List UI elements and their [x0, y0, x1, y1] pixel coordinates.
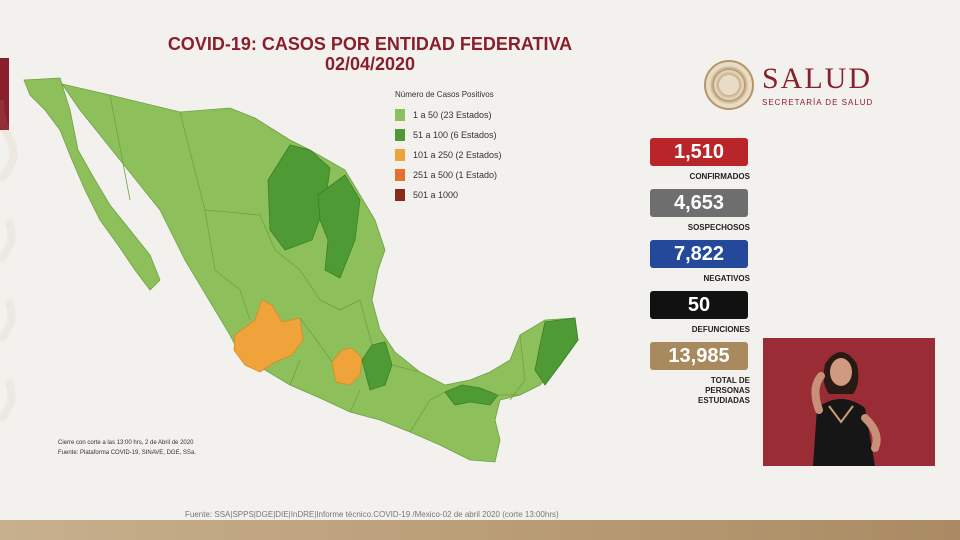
notes: Cierre con corte a las 13:00 hrs, 2 de A… — [58, 438, 196, 458]
map-legend: Número de Casos Positivos 1 a 50 (23 Est… — [395, 90, 502, 205]
stat-negativos-value: 7,822 — [650, 240, 748, 268]
stat-sospechosos-value: 4,653 — [650, 189, 748, 217]
legend-swatch — [395, 129, 405, 141]
legend-label: 51 a 100 (6 Estados) — [413, 130, 497, 140]
logo-name: SALUD — [762, 62, 873, 95]
stat-total-value: 13,985 — [650, 342, 748, 370]
state-quintana-roo — [534, 317, 579, 386]
mexico-mainland — [61, 83, 579, 463]
bottom-bar — [0, 520, 960, 540]
stats-panel: 1,510 CONFIRMADOS 4,653 SOSPECHOSOS 7,82… — [650, 138, 750, 413]
legend-item: 251 a 500 (1 Estado) — [395, 165, 502, 185]
legend-swatch — [395, 109, 405, 121]
legend-label: 251 a 500 (1 Estado) — [413, 170, 498, 180]
legend-item: 1 a 50 (23 Estados) — [395, 105, 502, 125]
legend-item: 101 a 250 (2 Estados) — [395, 145, 502, 165]
legend-item: 501 a 1000 — [395, 185, 502, 205]
stat-confirmados-value: 1,510 — [650, 138, 748, 166]
stat-defunciones-label: DEFUNCIONES — [691, 325, 750, 334]
legend-label: 501 a 1000 — [413, 190, 459, 200]
state-nuevo-leon — [317, 174, 361, 279]
stat-negativos-label: NEGATIVOS — [703, 274, 750, 283]
legend-swatch — [395, 189, 405, 201]
national-seal-icon — [704, 60, 754, 110]
legend-swatch — [395, 169, 405, 181]
legend-label: 1 a 50 (23 Estados) — [413, 110, 492, 120]
notes-source: Fuente: Plataforma COVID-19, SINAVE, DGE… — [58, 450, 196, 456]
state-jalisco — [233, 299, 304, 373]
stat-total-label: TOTAL DE PERSONAS ESTUDIADAS — [697, 376, 750, 405]
notes-cutoff: Cierre con corte a las 13:00 hrs, 2 de A… — [58, 440, 194, 446]
interpreter-figure-icon — [811, 352, 881, 466]
stat-sospechosos-label: SOSPECHOSOS — [687, 223, 750, 232]
legend-title: Número de Casos Positivos — [395, 90, 494, 99]
stat-defunciones-value: 50 — [650, 291, 748, 319]
state-tabasco — [444, 384, 499, 406]
page-title: COVID-19: CASOS POR ENTIDAD FEDERATIVA 0… — [100, 34, 640, 74]
sign-language-interpreter-video — [763, 338, 935, 466]
salud-logo: SALUD SECRETARÍA DE SALUD — [704, 60, 894, 116]
state-puebla — [331, 347, 363, 386]
stat-confirmados-label: CONFIRMADOS — [689, 172, 750, 181]
logo-subtitle: SECRETARÍA DE SALUD — [762, 98, 874, 107]
legend-item: 51 a 100 (6 Estados) — [395, 125, 502, 145]
left-accent-bar — [0, 58, 9, 130]
legend-label: 101 a 250 (2 Estados) — [413, 150, 502, 160]
state-baja-california — [23, 77, 161, 291]
legend-swatch — [395, 149, 405, 161]
title-date: 02/04/2020 — [324, 54, 416, 74]
footer-source: Fuente: SSA|SPPS|DGE|DIE|InDRE|Informe t… — [185, 510, 559, 519]
title-line-1: COVID-19: CASOS POR ENTIDAD FEDERATIVA — [167, 34, 573, 54]
